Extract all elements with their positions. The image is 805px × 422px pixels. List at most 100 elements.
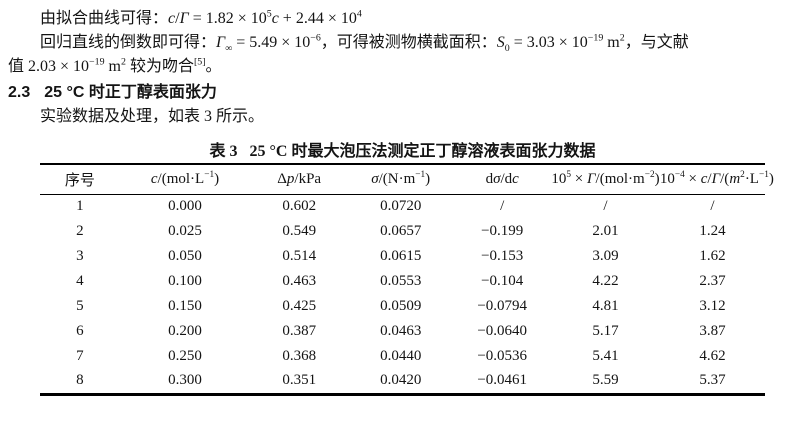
table-cell: −0.104	[481, 273, 524, 289]
paragraph-regression-line2: 值 2.03 × 10−19 m2 较为吻合[5]。	[8, 55, 797, 79]
text-fragment: 由拟合曲线可得：	[40, 10, 169, 27]
table-cell: 0.549	[282, 223, 317, 239]
text-fragment: c	[150, 170, 158, 187]
column-header-index: 序号	[40, 164, 120, 194]
text-fragment: ∞	[225, 43, 233, 55]
text-fragment: /	[707, 170, 712, 187]
table-cell: /	[603, 198, 608, 215]
table-cell: 0.200	[168, 323, 202, 339]
text-fragment: 。	[205, 58, 222, 75]
table-cell: 5.37	[699, 372, 726, 389]
text-fragment: S	[496, 34, 505, 51]
text-fragment: 回归直线的倒数即可得：	[40, 34, 217, 51]
text-fragment: −2	[644, 169, 655, 180]
text-fragment: −1	[415, 169, 426, 180]
paragraph-table-intro: 实验数据及处理，如表 3 所示。	[40, 108, 265, 125]
table-cell: 0.0440	[380, 348, 422, 364]
table-cell: 0.100	[168, 273, 202, 289]
text-fragment: σ	[493, 170, 501, 187]
table-cell: 3.87	[699, 323, 726, 339]
table-row: 2 0.025 0.549 0.0657 −0.199 2.01 1.24	[40, 219, 765, 244]
table-row: 3 0.050 0.514 0.0615 −0.153 3.09 1.62	[40, 244, 765, 269]
table-cell: 1	[76, 198, 84, 215]
data-table: 序号 c/(mol·L−1) Δp/kPa σ/(N·m−1) dσ/dc 10…	[40, 163, 774, 396]
text-fragment: −4	[674, 169, 685, 180]
text-fragment: /(	[720, 170, 730, 187]
table-cell: 0.387	[282, 323, 317, 339]
table-row: 7 0.250 0.368 0.0440 −0.0536 5.41 4.62	[40, 344, 765, 369]
table-cell: 3	[76, 248, 84, 264]
table-cell: 4.22	[592, 273, 619, 289]
text-fragment: ，与文献	[624, 34, 689, 51]
table-cell: 0.0420	[380, 372, 422, 389]
text-fragment: )	[214, 170, 220, 187]
table-cell: 0.250	[168, 348, 202, 364]
text-fragment: )	[425, 170, 431, 187]
table-caption-label: 表 3	[209, 143, 238, 160]
text-fragment: Γ	[711, 170, 721, 187]
text-fragment: )	[768, 170, 774, 187]
text-fragment: 5	[566, 169, 572, 180]
table-caption: 表 3 25 °C 时最大泡压法测定正丁醇溶液表面张力数据	[40, 141, 765, 162]
text-fragment: 2	[619, 32, 625, 44]
text-fragment: /(mol·L	[157, 170, 205, 187]
text-fragment: + 2.44 × 10	[278, 10, 357, 27]
text-fragment: ×	[684, 170, 701, 187]
table-cell: 0.0553	[380, 273, 422, 289]
text-fragment: c	[700, 170, 708, 187]
table-body: 1 0.000 0.602 0.0720 / / / 2 0.025 0.549 0.0657 −0.…	[40, 194, 765, 394]
text-fragment: d	[485, 170, 494, 187]
text-fragment: c	[168, 10, 176, 27]
table-row: 6 0.200 0.387 0.0463 −0.0640 5.17 3.87	[40, 319, 765, 344]
text-fragment: [5]	[193, 56, 206, 68]
table-cell: −0.0536	[477, 348, 528, 364]
table-cell: 0.025	[168, 223, 202, 239]
table-cell: 0.0509	[380, 298, 422, 314]
table-cell: 5	[76, 298, 84, 314]
table-cell: 3.09	[592, 248, 619, 264]
text-fragment: /d	[500, 170, 513, 187]
table-cell: 0.0615	[380, 248, 422, 264]
table-cell: 0.000	[168, 198, 202, 215]
text-fragment: Γ	[587, 170, 596, 187]
text-fragment: ，可得被测物横截面积：	[320, 34, 497, 51]
text-fragment: c	[271, 10, 279, 27]
table-header: 序号 c/(mol·L−1) Δp/kPa σ/(N·m−1) dσ/dc 10…	[40, 164, 774, 194]
column-header-delta-p: Δp/kPa	[250, 164, 348, 194]
text-fragment: /	[175, 10, 180, 27]
table-cell: 5.17	[592, 323, 619, 339]
text-fragment: Δ	[277, 170, 287, 187]
text-fragment: −19	[89, 56, 105, 68]
table-cell: −0.153	[481, 248, 524, 264]
text-fragment: 值 2.03 × 10	[8, 58, 90, 75]
column-header-concentration: c/(mol·L−1)	[120, 164, 251, 194]
column-header-c-over-gamma: 10−4 × c/Γ/(m2·L−1)	[660, 164, 774, 194]
text-fragment: −6	[310, 32, 321, 44]
text-fragment: 0	[504, 43, 510, 55]
text-fragment: 较为吻合	[125, 58, 194, 75]
table-cell: 0.425	[282, 298, 317, 314]
section-title: 25 °C 时正丁醇表面张力	[44, 84, 217, 101]
text-fragment: )	[654, 170, 660, 187]
table-cell: 0.514	[282, 248, 317, 264]
table-header-row: 序号 c/(mol·L−1) Δp/kPa σ/(N·m−1) dσ/dc 10…	[40, 164, 774, 194]
text-fragment: m	[603, 34, 620, 51]
text-fragment: 序号	[64, 172, 95, 189]
text-fragment: −1	[758, 169, 769, 180]
table-row: 1 0.000 0.602 0.0720 / / /	[40, 194, 765, 219]
column-header-sigma: σ/(N·m−1)	[348, 164, 453, 194]
text-fragment: = 5.49 × 10	[232, 34, 311, 51]
table-cell: −0.0640	[477, 323, 528, 339]
text-fragment: 10	[551, 170, 567, 187]
table-cell: −0.0794	[477, 298, 528, 314]
section-number: 2.3	[8, 84, 31, 101]
text-fragment: c	[512, 170, 519, 187]
text-fragment: Γ	[179, 10, 189, 27]
table-cell: /	[710, 198, 715, 215]
table-cell: 0.0720	[380, 198, 422, 215]
table-cell: 0.368	[282, 348, 317, 364]
paragraph-fit-curve: 由拟合曲线可得：c/Γ = 1.82 × 105c + 2.44 × 104	[8, 7, 797, 31]
table-cell: 3.12	[699, 298, 726, 314]
table-row: 5 0.150 0.425 0.0509 −0.0794 4.81 3.12	[40, 294, 765, 319]
